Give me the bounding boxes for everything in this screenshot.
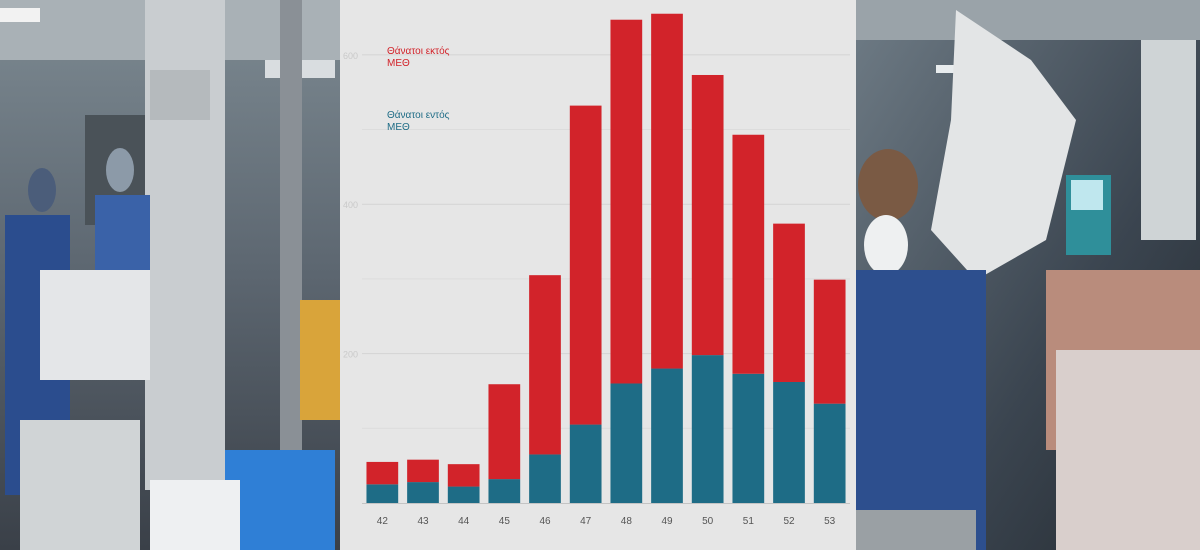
bar-outside-icu <box>407 459 439 483</box>
bar-inside-icu <box>366 484 399 503</box>
bar-inside-icu <box>691 355 724 503</box>
bar-inside-icu <box>651 368 683 503</box>
bar-inside-icu <box>813 403 846 503</box>
x-tick-label: 51 <box>743 516 755 527</box>
bar-chart: 200 400 600 42 43 44 45 46 47 48 49 50 51 52 53 <box>343 13 850 527</box>
bar-inside-icu <box>529 454 561 503</box>
legend-inside-icu-line2: ΜΕΘ <box>387 122 410 133</box>
x-tick-label: 47 <box>580 516 592 527</box>
bar-inside-icu <box>569 424 602 503</box>
legend-outside-icu: Θάνατοι εκτός ΜΕΘ <box>387 46 450 70</box>
bar-inside-icu <box>732 373 765 503</box>
y-tick-label: 400 <box>343 200 358 210</box>
x-tick-label: 46 <box>539 516 551 527</box>
x-tick-label: 49 <box>661 516 673 527</box>
icu-photo-left <box>0 0 340 550</box>
chart-panel: 200 400 600 42 43 44 45 46 47 48 49 50 51 52 53 Θάνατο… <box>340 0 856 550</box>
bar-outside-icu <box>691 74 724 356</box>
y-tick-label: 600 <box>343 51 358 61</box>
x-tick-label: 42 <box>377 516 389 527</box>
x-tick-label: 52 <box>783 516 795 527</box>
x-tick-label: 43 <box>417 516 429 527</box>
bar-outside-icu <box>773 223 805 382</box>
x-tick-label: 50 <box>702 516 714 527</box>
legend-outside-icu-line1: Θάνατοι εκτός <box>387 46 450 57</box>
bar-outside-icu <box>569 105 602 425</box>
bar-outside-icu <box>610 19 643 384</box>
y-tick-label: 200 <box>343 350 358 360</box>
bar-outside-icu <box>447 464 480 487</box>
x-tick-label: 45 <box>499 516 511 527</box>
legend-inside-icu: Θάνατοι εντός ΜΕΘ <box>387 110 450 134</box>
bar-outside-icu <box>488 384 521 480</box>
bar-outside-icu <box>813 279 846 404</box>
bar-outside-icu <box>651 13 683 369</box>
bar-inside-icu <box>407 482 439 503</box>
bar-outside-icu <box>529 275 561 455</box>
bar-outside-icu <box>366 461 399 485</box>
bar-inside-icu <box>447 486 480 503</box>
icu-photo-right <box>856 0 1200 550</box>
bar-inside-icu <box>488 479 521 503</box>
x-tick-label: 53 <box>824 516 836 527</box>
bar-inside-icu <box>773 381 805 503</box>
legend-inside-icu-line1: Θάνατοι εντός <box>387 110 450 121</box>
x-tick-label: 44 <box>458 516 470 527</box>
bar-outside-icu <box>732 134 765 374</box>
x-tick-label: 48 <box>621 516 633 527</box>
legend-outside-icu-line2: ΜΕΘ <box>387 58 410 69</box>
bar-inside-icu <box>610 383 643 503</box>
